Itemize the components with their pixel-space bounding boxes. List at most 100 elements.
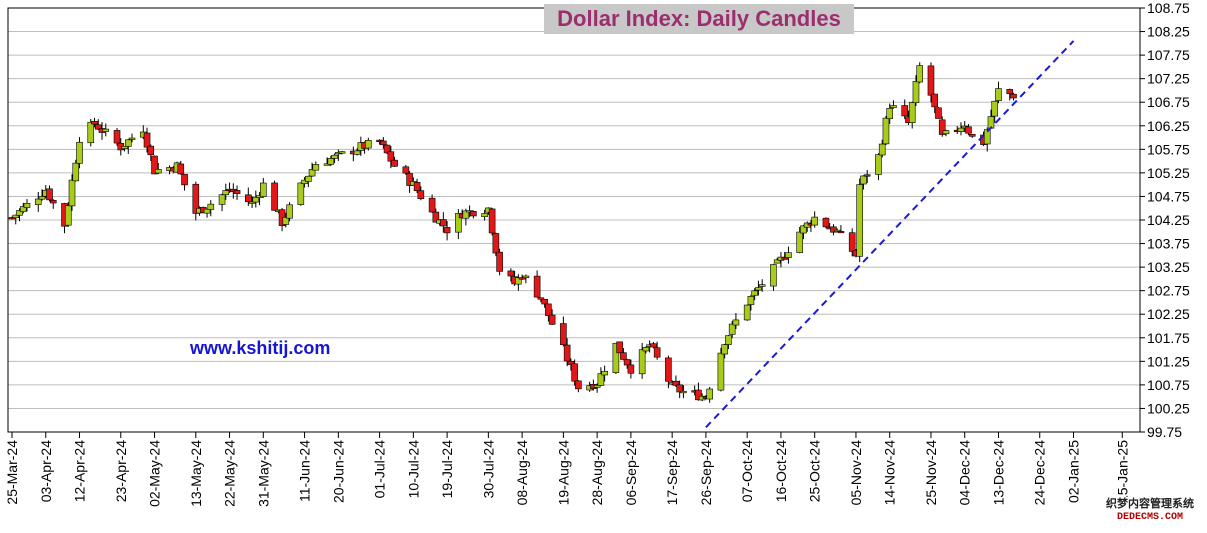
candle <box>192 181 200 221</box>
candle-body-up <box>758 284 766 287</box>
candle-body-down <box>567 360 575 365</box>
chart-title-box: Dollar Index: Daily Candles <box>544 4 854 34</box>
y-tick-label: 106.75 <box>1147 94 1190 110</box>
candle <box>8 216 16 220</box>
candle <box>297 182 305 206</box>
y-tick-label: 105.25 <box>1147 165 1190 181</box>
candle-body-up <box>297 182 305 205</box>
x-tick-label: 30-Jul-24 <box>480 440 496 499</box>
candle-body-up <box>875 154 882 175</box>
x-tick-label: 25-Nov-24 <box>923 440 939 506</box>
candle-body-up <box>878 143 886 156</box>
website-link[interactable]: www.kshitij.com <box>190 338 331 358</box>
x-tick-label: 13-Dec-24 <box>990 440 1006 506</box>
x-tick-label: 25-Oct-24 <box>807 440 823 502</box>
y-tick-label: 102.75 <box>1147 283 1190 299</box>
candle-body-down <box>496 251 503 272</box>
candle <box>860 175 867 190</box>
candle-body-down <box>406 173 413 186</box>
candle <box>927 62 935 103</box>
candle <box>732 313 740 330</box>
x-axis: 25-Mar-24 03-Apr-24 12-Apr-24 23-Apr-24 02-M… <box>4 432 1130 507</box>
candle <box>64 202 72 227</box>
candle-body-up <box>72 162 80 182</box>
candle <box>19 202 27 214</box>
candle <box>312 161 320 171</box>
candle-body-up <box>515 277 522 285</box>
candle <box>102 123 110 137</box>
candle-body-up <box>717 352 725 391</box>
candle-body-up <box>642 347 650 352</box>
candle <box>94 119 102 131</box>
candle-body-up <box>725 335 732 345</box>
candle-body-down <box>271 182 278 211</box>
candle <box>406 170 413 193</box>
candle <box>440 212 447 233</box>
x-tick-label: 11-Jun-24 <box>297 440 313 502</box>
candle-body-down <box>391 159 398 167</box>
candle <box>301 177 308 188</box>
candle-body-down <box>49 200 57 204</box>
candle-body-down <box>665 357 672 382</box>
candle-body-up <box>252 196 260 203</box>
candle <box>743 304 751 321</box>
candle-body-down <box>1006 89 1014 95</box>
y-tick-label: 100.75 <box>1147 377 1190 393</box>
candle-body-down <box>492 233 500 254</box>
x-tick-label: 02-Jan-25 <box>1066 440 1082 503</box>
candle-body-down <box>432 211 440 223</box>
candle <box>413 178 421 194</box>
candle-body-up <box>305 175 312 182</box>
y-tick-label: 104.75 <box>1147 188 1190 204</box>
candle-body-down <box>91 120 98 125</box>
trendline <box>705 40 1075 428</box>
candle <box>488 207 496 236</box>
candle-body-up <box>248 201 256 204</box>
candle <box>481 209 488 221</box>
stamp-line-2: DEDECMS.COM <box>1116 512 1183 523</box>
candle-body-up <box>747 296 755 305</box>
candle <box>875 153 882 181</box>
candle-body-down <box>931 93 939 108</box>
candle <box>147 144 155 161</box>
candle-body-down <box>676 384 683 393</box>
candle-body-up <box>154 169 162 174</box>
candle <box>203 208 211 218</box>
candle-body-up <box>882 117 890 145</box>
candle <box>218 193 226 212</box>
candle-body-up <box>680 391 687 394</box>
candle <box>676 380 683 399</box>
candle <box>800 224 807 240</box>
candle <box>886 103 894 125</box>
candle-body-up <box>912 81 920 104</box>
candle-body-down <box>620 352 627 360</box>
candle <box>837 225 845 234</box>
candle <box>87 118 95 147</box>
y-tick-label: 103.25 <box>1147 259 1190 275</box>
candle <box>207 200 215 217</box>
x-tick-label: 26-Sep-24 <box>698 440 714 506</box>
candle <box>492 232 500 257</box>
candle-body-up <box>286 204 293 219</box>
candle-body-up <box>282 217 290 225</box>
candle <box>796 226 803 254</box>
candle <box>49 199 57 209</box>
x-tick-label: 16-Oct-24 <box>773 440 789 502</box>
candle-body-down <box>563 344 571 362</box>
candle-body-up <box>856 184 863 257</box>
candle-body-up <box>732 319 740 326</box>
x-tick-label: 06-Sep-24 <box>623 440 639 506</box>
candle <box>938 116 946 137</box>
candle <box>124 139 132 154</box>
candle <box>822 217 830 229</box>
candle-body-down <box>548 314 556 325</box>
y-tick-label: 107.75 <box>1147 47 1190 63</box>
candle <box>638 342 646 379</box>
candle <box>1010 92 1017 101</box>
candle-body-up <box>991 100 999 117</box>
candle-body-down <box>623 359 631 366</box>
x-tick-label: 02-May-24 <box>147 440 163 507</box>
candle-body-up <box>706 388 713 400</box>
candle <box>331 153 338 164</box>
candle <box>653 341 661 360</box>
